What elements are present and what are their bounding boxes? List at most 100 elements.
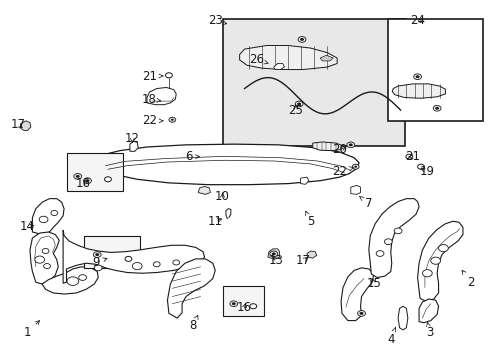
Text: 23: 23 [207, 14, 226, 27]
Circle shape [354, 166, 356, 168]
Circle shape [359, 312, 363, 315]
Polygon shape [267, 249, 279, 259]
Circle shape [249, 304, 256, 309]
Text: 26: 26 [249, 53, 267, 66]
Circle shape [413, 74, 421, 80]
Circle shape [94, 265, 102, 271]
Circle shape [153, 262, 160, 267]
Circle shape [93, 252, 101, 257]
Polygon shape [397, 306, 407, 330]
Circle shape [172, 260, 179, 265]
Polygon shape [20, 121, 31, 131]
Polygon shape [391, 84, 445, 98]
Polygon shape [239, 45, 336, 69]
Text: 4: 4 [386, 328, 395, 346]
Polygon shape [96, 144, 358, 185]
Text: 21: 21 [142, 69, 163, 82]
Text: 13: 13 [268, 254, 283, 267]
Bar [83, 235, 140, 268]
Bar [222, 286, 264, 316]
Circle shape [42, 248, 49, 253]
Text: 24: 24 [409, 14, 424, 27]
Circle shape [298, 37, 305, 42]
Text: 18: 18 [142, 93, 161, 106]
Circle shape [432, 105, 440, 111]
Circle shape [348, 143, 352, 146]
Circle shape [430, 257, 440, 264]
Circle shape [393, 228, 401, 234]
Circle shape [375, 251, 383, 256]
Text: 7: 7 [359, 197, 372, 210]
Bar [222, 19, 405, 146]
Circle shape [168, 117, 175, 122]
Text: 21: 21 [405, 150, 419, 163]
Polygon shape [63, 230, 204, 283]
Circle shape [357, 311, 365, 316]
Circle shape [434, 107, 438, 110]
Circle shape [79, 275, 86, 280]
Circle shape [171, 119, 173, 121]
Polygon shape [42, 267, 98, 294]
Text: 15: 15 [366, 278, 380, 291]
Circle shape [83, 178, 91, 184]
Polygon shape [167, 259, 215, 318]
Circle shape [405, 154, 412, 159]
Text: 17: 17 [10, 118, 25, 131]
Circle shape [417, 164, 424, 169]
Text: 19: 19 [419, 165, 434, 177]
Bar [66, 153, 122, 191]
Text: 8: 8 [189, 315, 198, 332]
Circle shape [346, 142, 354, 148]
Text: 6: 6 [184, 150, 199, 163]
Text: 5: 5 [305, 211, 313, 228]
Polygon shape [273, 63, 284, 69]
Circle shape [297, 103, 301, 105]
Polygon shape [368, 199, 418, 278]
Circle shape [229, 301, 237, 307]
Circle shape [271, 252, 275, 255]
Text: 12: 12 [124, 132, 140, 145]
Polygon shape [198, 186, 210, 194]
Polygon shape [418, 299, 438, 323]
Polygon shape [130, 141, 138, 151]
Circle shape [43, 264, 50, 269]
Circle shape [104, 177, 111, 182]
Circle shape [95, 253, 99, 256]
Polygon shape [147, 87, 176, 105]
Bar [387, 19, 483, 121]
Polygon shape [32, 199, 64, 234]
Circle shape [384, 239, 391, 244]
Circle shape [438, 244, 447, 252]
Circle shape [132, 262, 142, 270]
Polygon shape [417, 221, 462, 301]
Text: 17: 17 [295, 254, 310, 267]
Circle shape [74, 174, 81, 179]
Polygon shape [203, 156, 215, 162]
Circle shape [422, 270, 431, 277]
Text: 1: 1 [24, 321, 40, 339]
Text: 11: 11 [207, 215, 223, 228]
Polygon shape [340, 268, 373, 320]
Polygon shape [306, 251, 316, 258]
Text: 2: 2 [461, 270, 474, 289]
Polygon shape [320, 55, 332, 61]
Circle shape [39, 216, 48, 223]
Circle shape [76, 175, 80, 178]
Text: 3: 3 [425, 323, 432, 339]
Polygon shape [350, 185, 360, 194]
Text: 22: 22 [331, 165, 353, 177]
Circle shape [295, 101, 303, 107]
Text: 22: 22 [142, 114, 163, 127]
Circle shape [300, 38, 304, 41]
Circle shape [85, 179, 89, 182]
Polygon shape [300, 177, 308, 184]
Circle shape [269, 251, 277, 257]
Circle shape [51, 211, 58, 216]
Text: 16: 16 [76, 177, 91, 190]
Circle shape [351, 164, 358, 169]
Circle shape [125, 256, 132, 261]
Text: 14: 14 [20, 220, 35, 233]
Text: 20: 20 [331, 143, 346, 156]
Polygon shape [30, 232, 59, 284]
Text: 10: 10 [215, 190, 229, 203]
